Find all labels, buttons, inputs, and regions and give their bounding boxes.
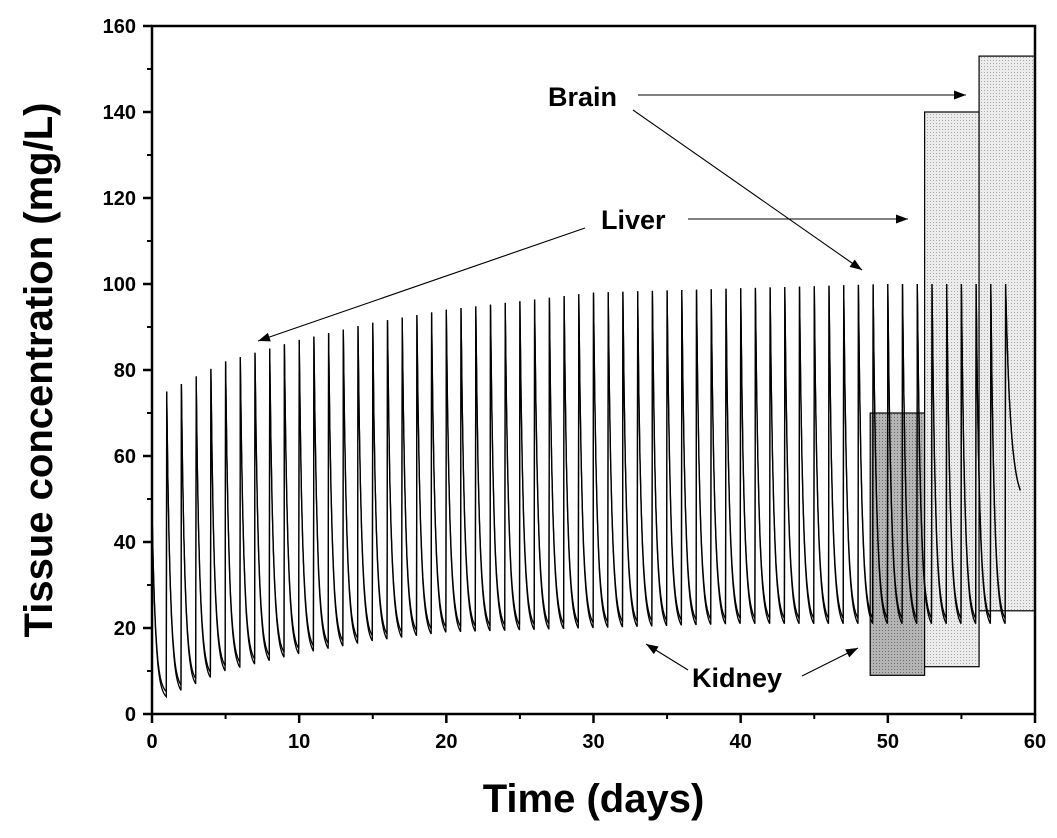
annotation-arrows [257,90,966,677]
arrow-kidney-to-curve [645,643,689,671]
x-tick-label: 30 [582,731,604,753]
y-tick-label: 0 [125,704,136,726]
y-tick-label: 120 [103,188,136,210]
y-tick-label: 40 [114,532,136,554]
x-axis-title: Time (days) [483,777,705,821]
arrow-kidney-to-range [801,647,859,677]
tick-labels: 0 10 20 30 40 50 60 0 20 40 60 80 100 120 140 160 [103,16,1047,753]
x-tick-label: 60 [1024,731,1046,753]
y-tick-label: 160 [103,16,136,38]
y-tick-label: 60 [114,446,136,468]
arrow-brain-to-range [638,90,966,100]
x-tick-label: 10 [288,731,310,753]
annotations: Brain Liver Kidney [548,82,782,693]
x-tick-label: 20 [435,731,457,753]
y-tick-label: 140 [103,102,136,124]
arrow-liver-to-range [688,214,908,224]
x-tick-label: 40 [730,731,752,753]
y-tick-label: 100 [103,274,136,296]
x-tick-label: 0 [146,731,157,753]
x-tick-label: 50 [877,731,899,753]
series-lines [151,283,1021,699]
annotation-kidney: Kidney [692,663,782,693]
axis-ticks [143,24,1037,723]
arrow-brain-to-curve [632,109,863,271]
y-tick-label: 20 [114,618,136,640]
y-axis-title: Tissue concentration (mg/L) [17,103,61,638]
range-box-kidney [869,412,926,676]
y-tick-label: 80 [114,360,136,382]
annotation-brain: Brain [548,82,617,112]
series-line-liver-1 [151,283,1021,694]
arrow-liver-to-curve [257,227,586,342]
annotation-liver: Liver [601,205,666,235]
